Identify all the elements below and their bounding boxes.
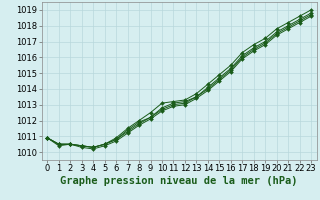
X-axis label: Graphe pression niveau de la mer (hPa): Graphe pression niveau de la mer (hPa) [60,176,298,186]
